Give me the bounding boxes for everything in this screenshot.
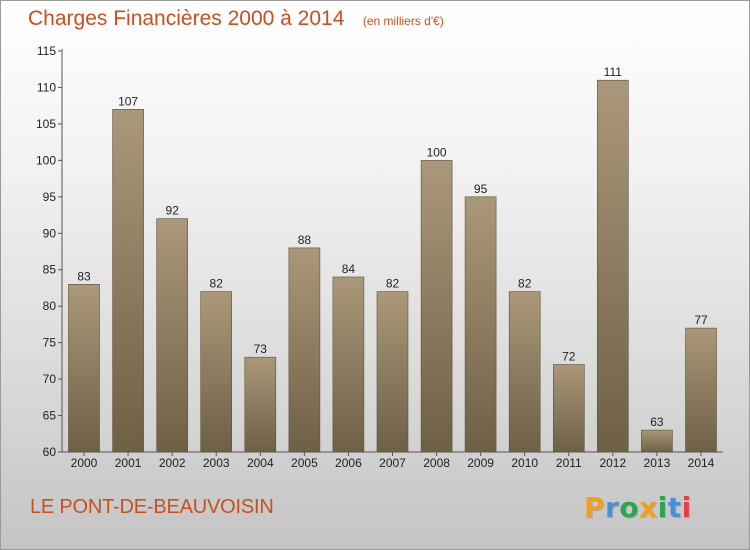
x-tick-label-2000: 2000 — [71, 456, 98, 470]
bar-2010 — [508, 291, 541, 453]
x-tick-label-2014: 2014 — [688, 456, 715, 470]
y-tick-label: 110 — [37, 80, 56, 94]
x-tick-label-2008: 2008 — [423, 456, 450, 470]
value-label-2004: 73 — [254, 342, 268, 356]
y-tick-label: 105 — [36, 117, 56, 131]
x-tick-label-2013: 2013 — [644, 456, 671, 470]
value-label-2008: 100 — [427, 145, 447, 159]
x-tick-label-2007: 2007 — [379, 456, 406, 470]
bar-2001 — [112, 109, 144, 453]
value-label-2014: 77 — [694, 313, 708, 327]
bar-2009 — [464, 196, 497, 453]
bar-2008 — [420, 160, 453, 453]
logo-letter: r — [605, 491, 620, 524]
logo-letter: t — [667, 491, 682, 524]
y-tick-label: 65 — [43, 409, 57, 423]
y-tick-label: 115 — [37, 44, 56, 58]
y-tick-label: 60 — [43, 445, 57, 459]
x-tick-label-2006: 2006 — [335, 456, 362, 470]
bar-2005 — [288, 247, 321, 453]
value-label-2001: 107 — [118, 94, 138, 108]
y-tick-label: 80 — [43, 299, 57, 313]
value-label-2005: 88 — [298, 233, 312, 247]
value-label-2010: 82 — [518, 277, 532, 291]
x-tick-label-2010: 2010 — [511, 456, 538, 470]
bar-2012 — [596, 79, 629, 453]
x-tick-label-2012: 2012 — [599, 456, 626, 470]
x-tick-label-2002: 2002 — [159, 456, 186, 470]
logo-letter: i — [657, 491, 668, 524]
value-label-2002: 92 — [166, 204, 180, 218]
x-tick-label-2011: 2011 — [556, 456, 582, 470]
y-tick-label: 90 — [43, 226, 57, 240]
value-label-2013: 63 — [650, 415, 664, 429]
x-tick-label-2009: 2009 — [467, 456, 494, 470]
y-tick-label: 85 — [43, 263, 57, 277]
logo-letter: i — [681, 491, 692, 524]
y-axis: 60 65 70 75 80 85 90 95 100 105 110 115 — [36, 44, 63, 459]
bar-2013 — [641, 429, 673, 453]
y-tick-label: 95 — [43, 190, 57, 204]
value-label-2007: 82 — [386, 277, 400, 291]
logo-letter: P — [584, 491, 606, 524]
value-label-2000: 83 — [77, 269, 91, 283]
bar-2014 — [685, 327, 717, 453]
logo-letter: x — [639, 491, 658, 524]
y-tick-label: 100 — [36, 153, 56, 167]
x-tick-label-2004: 2004 — [247, 456, 274, 470]
value-label-2009: 95 — [474, 182, 488, 196]
value-label-2011: 72 — [562, 350, 576, 364]
commune-name: LE PONT-DE-BEAUVOISIN — [30, 496, 274, 518]
bar-2002 — [156, 218, 188, 453]
proxiti-logo: Proxiti — [584, 491, 692, 524]
chart-title: Charges Financières 2000 à 2014 — [28, 7, 345, 30]
bar-2003 — [200, 291, 232, 453]
x-tick-label-2003: 2003 — [203, 456, 230, 470]
bars: 83 107 92 82 73 88 84 82 100 95 82 72 111 63 77 — [68, 65, 717, 453]
x-axis: 2000 2001 2002 2003 2004 2005 2006 2007 2008 2009… — [62, 451, 723, 470]
y-tick-label: 70 — [43, 372, 57, 386]
bar-2004 — [244, 356, 277, 453]
bar-2007 — [376, 291, 409, 453]
bar-2000 — [68, 283, 100, 453]
logo-letter: o — [619, 491, 640, 524]
y-tick-label: 75 — [43, 336, 57, 350]
value-label-2012: 111 — [604, 65, 623, 79]
value-label-2003: 82 — [210, 277, 224, 291]
x-tick-label-2005: 2005 — [291, 456, 318, 470]
chart-unit-note: (en milliers d'€) — [362, 14, 444, 28]
value-label-2006: 84 — [342, 262, 356, 276]
title-row: Charges Financières 2000 à 2014 (en mill… — [28, 7, 444, 31]
x-tick-label-2001: 2001 — [115, 456, 142, 470]
bar-2011 — [552, 364, 585, 453]
bar-2006 — [332, 276, 365, 453]
